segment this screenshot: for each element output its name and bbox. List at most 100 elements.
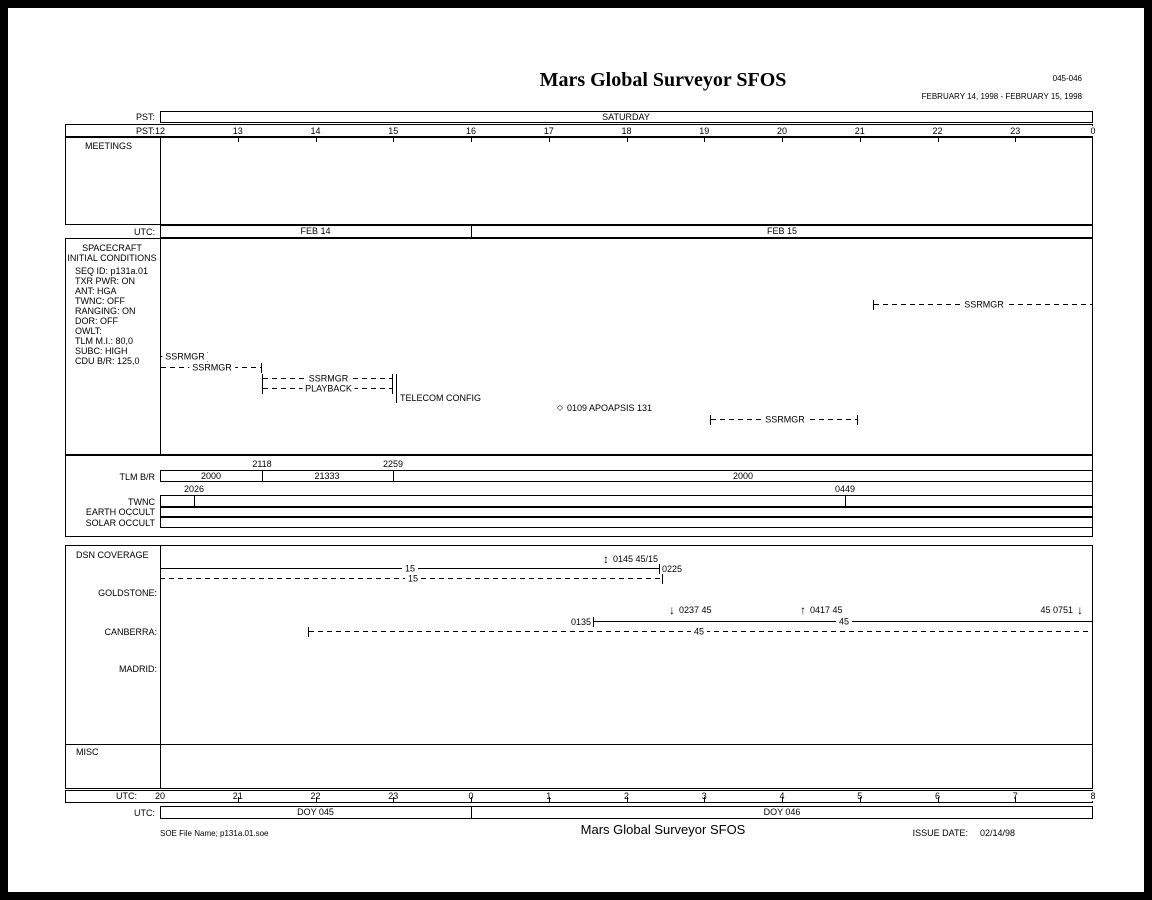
issue-date: ISSUE DATE: 02/14/98: [913, 828, 1015, 838]
meetings-column-divider: [160, 137, 161, 225]
solar-occult-row-box: [160, 517, 1093, 528]
axis-hour-label: 8: [1089, 791, 1097, 801]
utc-hour-axis-label: UTC:: [116, 791, 137, 801]
spacecraft-title-line1: SPACECRAFT: [82, 243, 142, 253]
misc-section-box: [65, 744, 1093, 789]
axis-tick: [471, 797, 472, 802]
ssrmgr-bar-3-label: SSRMGR: [305, 374, 352, 384]
goldstone-bot-event-text: 0145 45/15: [613, 554, 659, 564]
twnc-row-box: [160, 495, 1093, 507]
ssrmgr-bar-1: SSRMGR: [160, 352, 208, 362]
earth-occult-row-box: [160, 507, 1093, 517]
meetings-label: MEETINGS: [85, 141, 133, 151]
twnc-event-time: 0449: [833, 484, 857, 494]
issue-date-label: ISSUE DATE:: [912, 828, 968, 838]
pst-day-value: SATURDAY: [602, 112, 650, 122]
axis-tick: [626, 797, 628, 802]
playback-bar-label: PLAYBACK: [302, 384, 355, 394]
axis-hour-label: 21: [853, 126, 866, 136]
tlm-br-label: TLM B/R: [119, 472, 155, 482]
utc-date-segment: FEB 15: [766, 226, 798, 236]
soe-file-name: SOE File Name; p131a.01.soe: [160, 829, 269, 838]
doy-segment: DOY 046: [763, 807, 801, 817]
axis-hour-label: 18: [620, 126, 633, 136]
axis-tick: [782, 797, 783, 802]
spacecraft-title-line2: INITIAL CONDITIONS: [67, 253, 157, 263]
tlm-rate-value: 2000: [200, 471, 222, 481]
ssrmgr-bar-5: SSRMGR: [873, 300, 1093, 310]
axis-tick: [859, 797, 861, 802]
doy-box: [160, 806, 1093, 819]
axis-tick: [782, 137, 783, 142]
axis-tick: [1015, 797, 1017, 802]
page-title: Mars Global Surveyor SFOS: [539, 69, 787, 91]
initial-condition: RANGING: ON: [75, 306, 136, 316]
twnc-event-time: 2026: [182, 484, 206, 494]
axis-hour-label: 12: [153, 126, 167, 136]
initial-condition: OWLT:: [75, 326, 102, 336]
initial-condition: SEQ ID: p131a.01: [75, 266, 149, 276]
canberra-solid-line-start-time: 0135: [570, 617, 591, 627]
earth-occult-label: EARTH OCCULT: [85, 507, 155, 517]
axis-hour-label: 1: [545, 791, 553, 801]
misc-column-divider: [160, 744, 161, 789]
goldstone-dashed-line: 15: [160, 574, 663, 584]
canberra-end-event-text: 45 0751: [1040, 605, 1073, 615]
ssrmgr-bar-1-label: SSRMGR: [162, 352, 208, 362]
axis-tick: [859, 137, 861, 142]
goldstone-solid-line-label: 15: [401, 564, 419, 574]
axis-hour-label: 17: [542, 126, 555, 136]
axis-hour-label: 21: [231, 791, 244, 801]
goldstone-solid-line: 15 0225: [160, 564, 682, 574]
ssrmgr-bar-3: SSRMGR: [262, 374, 393, 384]
axis-tick: [393, 797, 395, 802]
goldstone-solid-line-end-time: 0225: [662, 564, 683, 574]
pst-hour-axis-label: PST:: [135, 126, 155, 136]
axis-hour-label: 6: [933, 791, 942, 801]
canberra-label: CANBERRA:: [104, 627, 157, 637]
initial-condition: TLM M.I.: 80,0: [75, 336, 134, 346]
canberra-solid-line: 45 0135: [571, 617, 1093, 627]
axis-hour-label: 3: [700, 791, 708, 801]
tlm-br-row-box: [160, 470, 1093, 482]
page-code: 045-046: [1052, 74, 1082, 83]
tlm-rate-divider: [262, 470, 263, 482]
axis-tick: [704, 797, 706, 802]
axis-hour-label: 23: [1009, 126, 1022, 136]
twnc-event-tick: [194, 495, 195, 507]
telecom-config-marker-label: TELECOM CONFIG: [400, 393, 482, 403]
initial-condition: CDU B/R: 125,0: [75, 356, 140, 366]
telecom-config-marker: [396, 374, 397, 403]
date-range: FEBRUARY 14, 1998 - FEBRUARY 15, 1998: [921, 92, 1082, 101]
axis-hour-label: 14: [309, 126, 322, 136]
ssrmgr-bar-5-label: SSRMGR: [961, 300, 1007, 310]
axis-hour-label: 0: [1089, 126, 1097, 136]
solar-occult-label: SOLAR OCCULT: [85, 518, 155, 528]
utc-date-box: [160, 225, 1093, 238]
initial-condition: TXR PWR: ON: [75, 276, 135, 286]
canberra-solid-line-label: 45: [835, 617, 853, 627]
issue-date-value: 02/14/98: [979, 828, 1015, 838]
tlm-rate-value: 2000: [732, 471, 754, 481]
down-arrow-icon: ↓: [1077, 603, 1083, 617]
spacecraft-column-divider: [160, 238, 161, 455]
axis-hour-label: 20: [775, 126, 789, 136]
axis-hour-label: 0: [467, 791, 475, 801]
ssrmgr-bar-4: SSRMGR: [710, 415, 858, 425]
canberra-dashed-line-label: 45: [690, 627, 708, 637]
axis-tick: [315, 137, 317, 142]
axis-hour-label: 20: [153, 791, 167, 801]
axis-hour-label: 22: [309, 791, 322, 801]
initial-condition: SUBC: HIGH: [75, 346, 128, 356]
dsn-column-divider: [160, 545, 161, 745]
pst-day-box: [160, 111, 1093, 123]
axis-hour-label: 2: [622, 791, 631, 801]
canberra-bot-event-text: 0417 45: [810, 605, 843, 615]
initial-condition: DOR: OFF: [75, 316, 118, 326]
tlm-rate-divider: [393, 470, 394, 482]
utc-date-segment: FEB 14: [300, 226, 331, 236]
axis-hour-label: 4: [778, 791, 786, 801]
spacecraft-section-box: [65, 238, 1093, 455]
pst-day-axis-label: PST:: [135, 112, 155, 122]
